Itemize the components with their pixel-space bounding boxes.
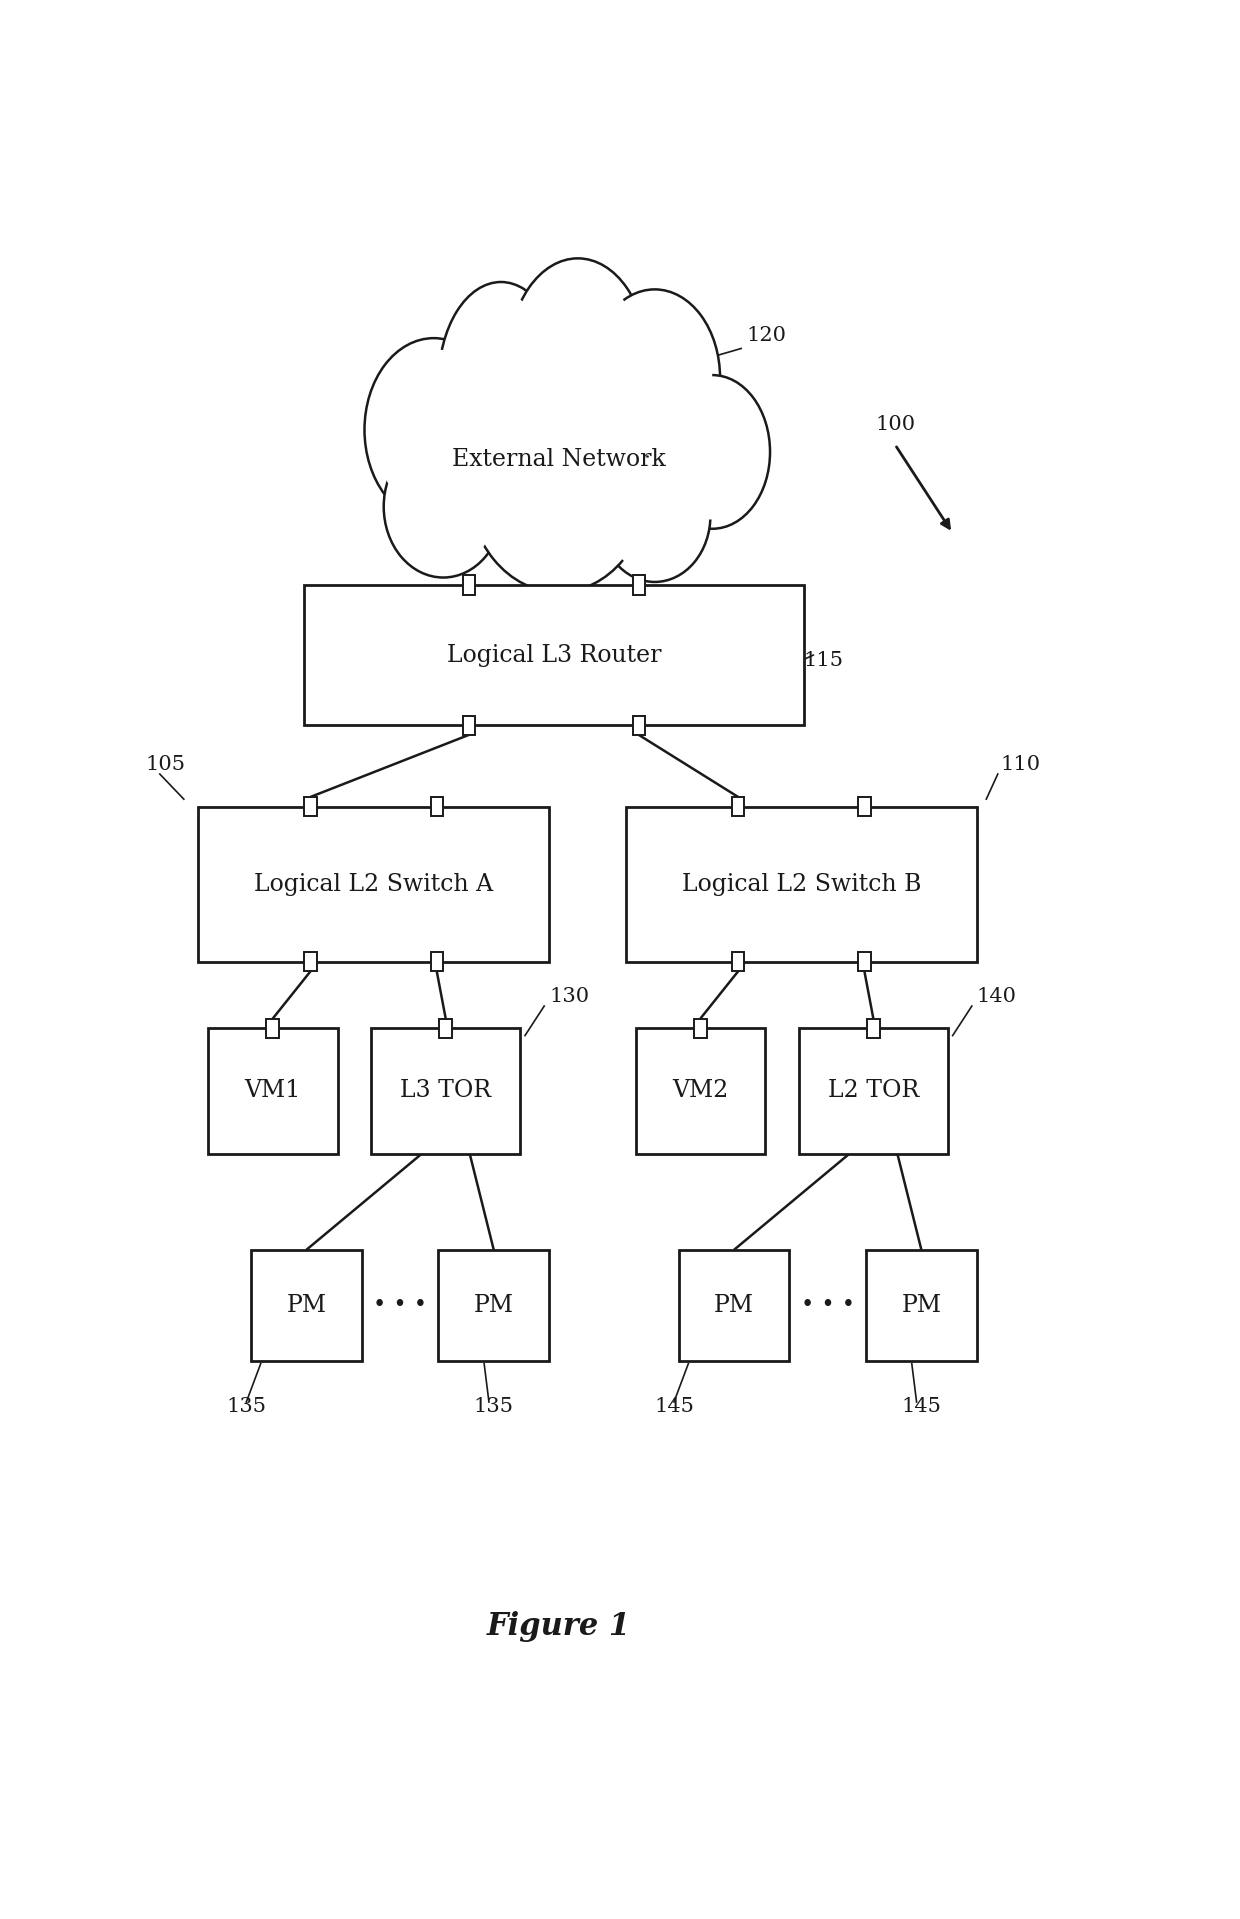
Text: 105: 105 — [145, 754, 186, 773]
Text: 120: 120 — [746, 326, 786, 345]
Text: Logical L3 Router: Logical L3 Router — [446, 643, 661, 666]
Text: 130: 130 — [549, 986, 589, 1006]
Text: 145: 145 — [901, 1397, 941, 1416]
Ellipse shape — [517, 271, 639, 447]
Text: 140: 140 — [977, 986, 1017, 1006]
Ellipse shape — [365, 338, 503, 522]
Ellipse shape — [508, 259, 647, 459]
Bar — [867, 1019, 879, 1038]
Bar — [430, 952, 443, 971]
Text: Logical L2 Switch B: Logical L2 Switch B — [682, 873, 921, 896]
Bar — [732, 952, 744, 971]
Ellipse shape — [383, 436, 503, 578]
Ellipse shape — [589, 290, 720, 466]
Ellipse shape — [446, 294, 556, 470]
Ellipse shape — [655, 374, 770, 530]
Ellipse shape — [467, 370, 650, 593]
Bar — [626, 806, 977, 961]
Text: PM: PM — [286, 1293, 326, 1316]
Ellipse shape — [365, 338, 503, 522]
Bar — [198, 806, 549, 961]
Bar — [304, 585, 804, 725]
Ellipse shape — [599, 449, 711, 581]
Text: VM1: VM1 — [244, 1080, 301, 1103]
Bar — [632, 716, 645, 735]
Text: 100: 100 — [875, 415, 916, 434]
Text: Logical L2 Switch A: Logical L2 Switch A — [254, 873, 494, 896]
Ellipse shape — [439, 282, 563, 484]
Bar — [304, 796, 316, 816]
Ellipse shape — [589, 290, 720, 466]
Ellipse shape — [605, 457, 704, 574]
Text: • • •: • • • — [801, 1293, 854, 1316]
Text: 135: 135 — [226, 1397, 267, 1416]
Bar — [632, 576, 645, 595]
Bar — [694, 1019, 707, 1038]
Text: L3 TOR: L3 TOR — [401, 1080, 491, 1103]
Bar — [439, 1019, 451, 1038]
Ellipse shape — [599, 449, 711, 581]
Bar — [463, 716, 475, 735]
Text: Figure 1: Figure 1 — [486, 1612, 631, 1643]
Ellipse shape — [467, 370, 650, 593]
Ellipse shape — [662, 384, 763, 520]
Ellipse shape — [508, 259, 647, 459]
Text: 110: 110 — [1001, 754, 1040, 773]
Ellipse shape — [391, 443, 496, 570]
Ellipse shape — [479, 384, 639, 580]
Text: External Network: External Network — [451, 447, 666, 470]
Text: • • •: • • • — [373, 1293, 427, 1316]
Ellipse shape — [439, 282, 563, 484]
Text: 135: 135 — [474, 1397, 513, 1416]
Bar — [267, 1019, 279, 1038]
Ellipse shape — [655, 374, 770, 530]
Bar — [678, 1249, 789, 1361]
Text: L2 TOR: L2 TOR — [828, 1080, 919, 1103]
Text: 115: 115 — [804, 651, 843, 670]
Bar — [635, 1029, 765, 1153]
Text: PM: PM — [714, 1293, 754, 1316]
Bar — [371, 1029, 521, 1153]
Ellipse shape — [383, 436, 503, 578]
Bar — [439, 1249, 549, 1361]
Bar — [858, 952, 870, 971]
Bar — [866, 1249, 977, 1361]
Bar — [858, 796, 870, 816]
Bar — [208, 1029, 337, 1153]
Bar — [799, 1029, 947, 1153]
Bar — [732, 796, 744, 816]
Text: 145: 145 — [653, 1397, 694, 1416]
Text: PM: PM — [901, 1293, 941, 1316]
Ellipse shape — [598, 299, 712, 457]
Ellipse shape — [373, 349, 495, 510]
Bar — [250, 1249, 362, 1361]
Bar — [304, 952, 316, 971]
Text: VM2: VM2 — [672, 1080, 729, 1103]
Text: PM: PM — [474, 1293, 513, 1316]
Bar — [430, 796, 443, 816]
Bar — [463, 576, 475, 595]
